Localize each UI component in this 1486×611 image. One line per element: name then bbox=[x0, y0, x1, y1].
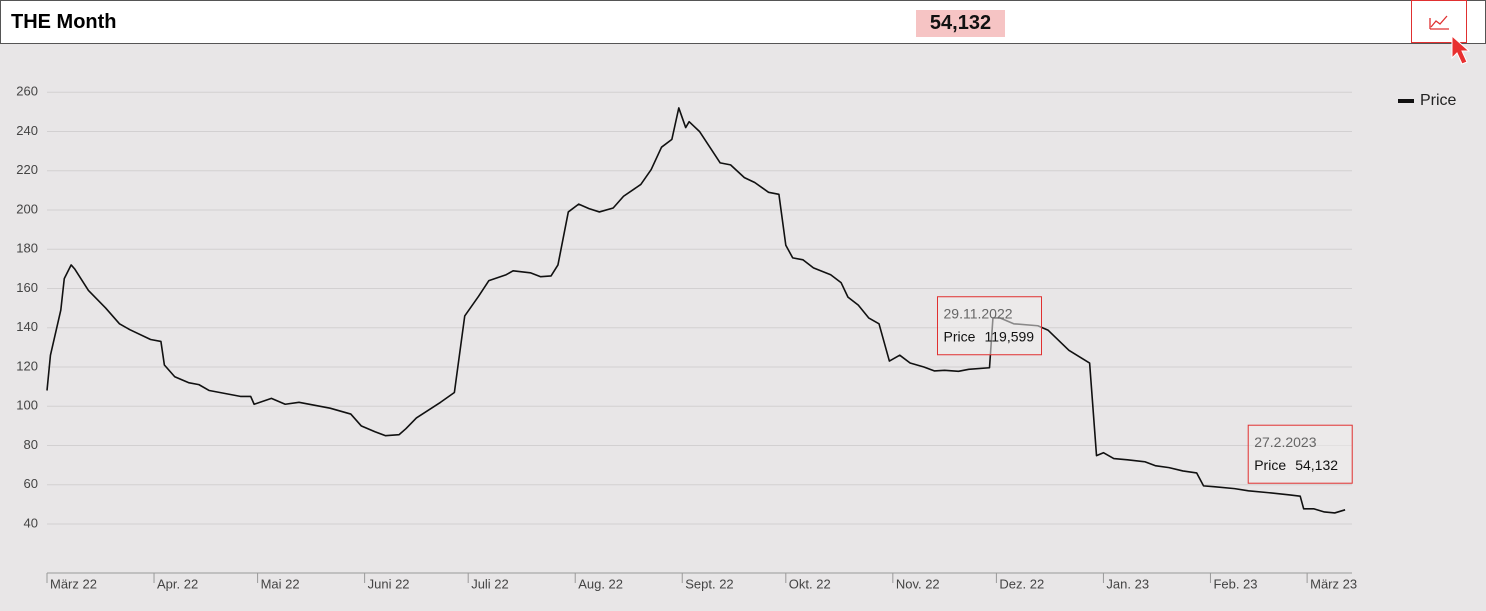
tooltip-value: 119,599 bbox=[985, 328, 1035, 344]
y-tick-label: 40 bbox=[24, 515, 38, 530]
x-tick-label: Mai 22 bbox=[261, 576, 300, 591]
tooltip: 29.11.2022 Price 119,599 bbox=[937, 296, 1042, 356]
tooltip-box bbox=[937, 296, 1042, 356]
tooltip-series: Price bbox=[944, 328, 976, 344]
x-tick-label: Feb. 23 bbox=[1213, 576, 1257, 591]
chart-type-button[interactable] bbox=[1411, 0, 1467, 43]
tooltip-date: 29.11.2022 bbox=[944, 305, 1013, 321]
price-line bbox=[46, 107, 1346, 514]
x-tick-label: Okt. 22 bbox=[789, 576, 831, 591]
x-tick-label: Juli 22 bbox=[471, 576, 509, 591]
tooltip-value: 54,132 bbox=[1295, 457, 1338, 473]
chart-icon bbox=[1429, 15, 1449, 30]
x-tick-label: Nov. 22 bbox=[896, 576, 940, 591]
tooltip-box bbox=[1247, 424, 1353, 484]
y-tick-label: 80 bbox=[24, 437, 38, 452]
y-tick-label: 100 bbox=[16, 398, 38, 413]
y-tick-label: 140 bbox=[16, 319, 38, 334]
y-tick-label: 240 bbox=[16, 123, 38, 138]
y-tick-label: 220 bbox=[16, 162, 38, 177]
x-tick-label: Aug. 22 bbox=[578, 576, 623, 591]
tooltip: 27.2.2023 Price 54,132 bbox=[1247, 424, 1353, 484]
y-tick-label: 60 bbox=[24, 476, 38, 491]
tooltip-date: 27.2.2023 bbox=[1254, 434, 1316, 450]
y-tick-label: 180 bbox=[16, 241, 38, 256]
y-tick-label: 260 bbox=[16, 84, 38, 99]
header-value: 54,132 bbox=[916, 10, 1005, 37]
x-tick-label: Sept. 22 bbox=[685, 576, 733, 591]
tooltip-series: Price bbox=[1254, 457, 1286, 473]
y-tick-label: 120 bbox=[16, 358, 38, 373]
x-tick-label: Dez. 22 bbox=[999, 576, 1044, 591]
x-tick-label: Apr. 22 bbox=[157, 576, 198, 591]
header: THE Month 54,132 bbox=[0, 0, 1486, 44]
x-tick-label: März 22 bbox=[50, 576, 97, 591]
legend-label: Price bbox=[1420, 92, 1457, 109]
y-tick-label: 200 bbox=[16, 201, 38, 216]
x-tick-label: Jan. 23 bbox=[1106, 576, 1149, 591]
y-tick-label: 160 bbox=[16, 280, 38, 295]
x-tick-label: März 23 bbox=[1310, 576, 1357, 591]
x-tick-label: Juni 22 bbox=[368, 576, 410, 591]
header-title: THE Month bbox=[11, 11, 117, 33]
